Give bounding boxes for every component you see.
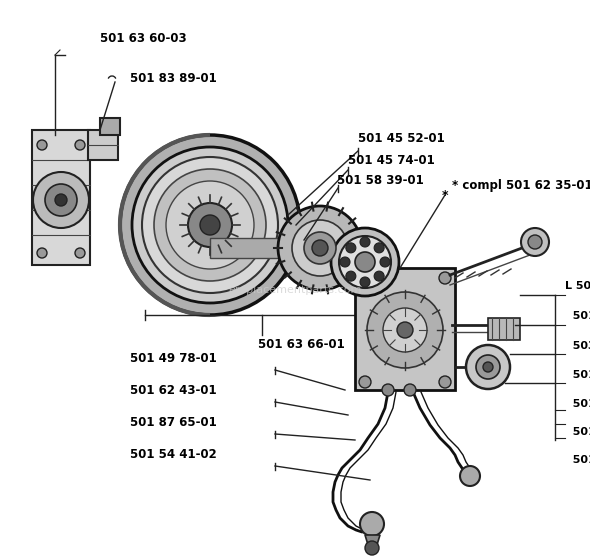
Circle shape [359, 272, 371, 284]
Polygon shape [32, 130, 90, 265]
Circle shape [359, 376, 371, 388]
Circle shape [365, 541, 379, 555]
Circle shape [439, 272, 451, 284]
Circle shape [466, 345, 510, 389]
Text: 501 49 78-01: 501 49 78-01 [130, 351, 217, 365]
Text: 501 45 52-01: 501 45 52-01 [358, 132, 445, 145]
Circle shape [278, 206, 362, 290]
Circle shape [460, 466, 480, 486]
Circle shape [331, 228, 399, 296]
Text: * compl 501 62 35-01: * compl 501 62 35-01 [452, 178, 590, 191]
Circle shape [37, 140, 47, 150]
Circle shape [312, 240, 328, 256]
Circle shape [292, 220, 348, 276]
Circle shape [439, 376, 451, 388]
Polygon shape [365, 535, 380, 548]
Circle shape [346, 243, 356, 253]
Text: 501 83 89-01: 501 83 89-01 [130, 72, 217, 85]
Circle shape [367, 292, 443, 368]
Circle shape [132, 147, 288, 303]
Circle shape [33, 172, 89, 228]
Circle shape [55, 194, 67, 206]
Text: L 501 66 49-01 *: L 501 66 49-01 * [565, 281, 590, 291]
Polygon shape [488, 318, 520, 340]
Text: 501 58 36-01 (SE): 501 58 36-01 (SE) [565, 399, 590, 409]
Text: 501 66 48-01 *: 501 66 48-01 * [565, 311, 590, 321]
Polygon shape [88, 130, 118, 160]
Circle shape [382, 384, 394, 396]
Circle shape [521, 228, 549, 256]
Circle shape [166, 181, 254, 269]
Text: 501 63 66-01: 501 63 66-01 [258, 339, 345, 351]
Circle shape [476, 355, 500, 379]
Circle shape [374, 243, 384, 253]
Polygon shape [210, 238, 325, 258]
Circle shape [528, 235, 542, 249]
Polygon shape [355, 268, 455, 390]
Text: 501 87 65-01: 501 87 65-01 [130, 415, 217, 429]
Text: 503 23 00-04 *: 503 23 00-04 * [565, 341, 590, 351]
Text: 501 61 58-01 *: 501 61 58-01 * [565, 370, 590, 380]
Circle shape [340, 257, 350, 267]
Circle shape [404, 384, 416, 396]
Circle shape [75, 248, 85, 258]
Circle shape [374, 271, 384, 281]
Circle shape [200, 215, 220, 235]
Circle shape [339, 236, 391, 288]
Text: 501 62 43-01: 501 62 43-01 [130, 384, 217, 396]
Circle shape [360, 512, 384, 536]
Circle shape [37, 248, 47, 258]
Circle shape [383, 308, 427, 352]
Circle shape [360, 237, 370, 247]
Circle shape [188, 203, 232, 247]
Circle shape [142, 157, 278, 293]
Circle shape [304, 232, 336, 264]
Circle shape [483, 362, 493, 372]
Text: *: * [442, 188, 448, 201]
Circle shape [154, 169, 266, 281]
Circle shape [397, 322, 413, 338]
Text: 501 67 27-01 (SG): 501 67 27-01 (SG) [565, 427, 590, 437]
Text: 501 54 41-02: 501 54 41-02 [130, 448, 217, 460]
Polygon shape [100, 118, 120, 135]
Text: 501 28 41-01 *: 501 28 41-01 * [565, 455, 590, 465]
Circle shape [120, 135, 300, 315]
Text: 501 45 74-01: 501 45 74-01 [348, 153, 435, 166]
Circle shape [380, 257, 390, 267]
Circle shape [45, 184, 77, 216]
Circle shape [355, 252, 375, 272]
Text: ereplacementparts.com: ereplacementparts.com [228, 285, 362, 295]
Circle shape [75, 140, 85, 150]
Text: 501 63 60-03: 501 63 60-03 [100, 32, 186, 44]
Circle shape [346, 271, 356, 281]
Circle shape [360, 277, 370, 287]
Text: 501 58 39-01: 501 58 39-01 [337, 173, 424, 186]
